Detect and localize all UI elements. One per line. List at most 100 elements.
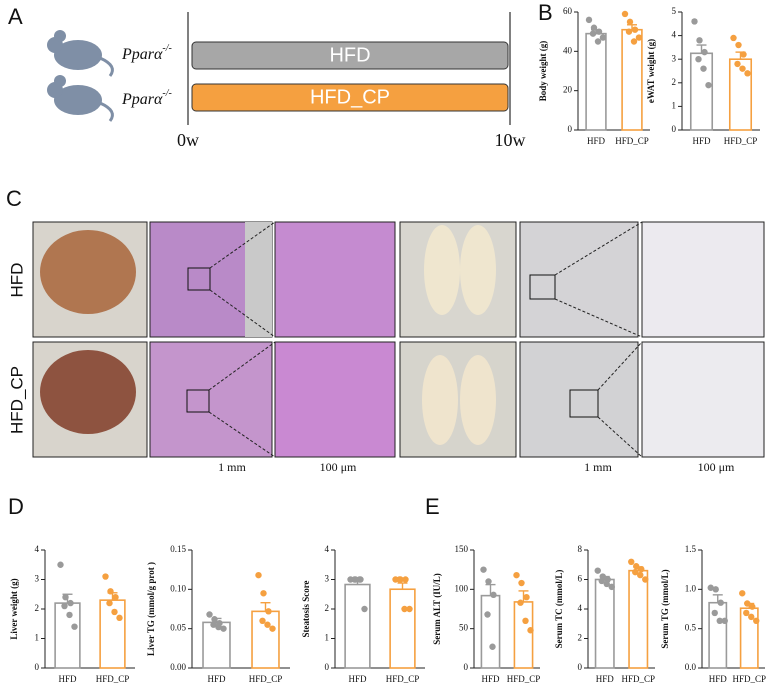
data-point <box>637 571 644 579</box>
y-tick-label: 8 <box>578 544 583 554</box>
y-axis-label: Steatosis Score <box>301 580 311 637</box>
data-point <box>106 599 113 607</box>
row-label: HFD <box>7 263 26 298</box>
y-tick-label: 100 <box>455 583 469 593</box>
y-tick-label: 0.0 <box>685 662 697 672</box>
data-point <box>485 578 492 585</box>
data-point <box>71 623 78 630</box>
x-tick-label: HFD_CP <box>621 674 655 684</box>
data-point <box>744 70 751 77</box>
data-point <box>743 609 750 617</box>
data-point <box>739 590 746 597</box>
data-point <box>102 573 109 580</box>
diet-label: HFD <box>329 44 370 66</box>
data-point <box>735 41 742 49</box>
y-tick-label: 150 <box>455 544 469 554</box>
mouse-icon <box>47 30 114 77</box>
y-tick-label: 1.5 <box>685 544 697 554</box>
y-axis-label: eWAT weight (g) <box>646 39 656 103</box>
y-tick-label: 40 <box>563 45 573 55</box>
panel-label: E <box>425 494 440 519</box>
data-point <box>630 38 638 45</box>
y-tick-label: 1 <box>35 633 40 643</box>
histology-grid <box>32 221 765 458</box>
data-point <box>112 594 119 601</box>
data-point <box>711 609 718 617</box>
genotype: Pparα-/- <box>121 88 172 107</box>
y-tick-label: 5 <box>672 6 677 16</box>
y-axis-label: Serum TC (mmol/L) <box>554 570 564 649</box>
data-point <box>621 10 629 18</box>
y-tick-label: 0 <box>672 124 677 134</box>
data-point <box>608 583 615 591</box>
x-tick-label: HFD <box>348 674 367 684</box>
data-point <box>484 611 491 618</box>
data-point <box>210 621 217 628</box>
x-tick-label: HFD <box>481 674 500 684</box>
data-point <box>523 594 530 601</box>
bar <box>585 32 607 131</box>
data-point <box>628 558 635 565</box>
bar <box>513 601 534 669</box>
data-point <box>590 24 598 31</box>
data-point <box>707 584 714 591</box>
y-tick-label: 2 <box>578 633 583 643</box>
data-point <box>721 617 728 624</box>
data-point <box>749 603 756 610</box>
data-point <box>740 51 747 58</box>
data-point <box>62 594 69 601</box>
data-point <box>632 568 639 576</box>
data-point <box>595 28 603 35</box>
data-point <box>206 611 213 618</box>
y-tick-label: 0.00 <box>170 662 186 672</box>
data-point <box>599 34 607 41</box>
y-tick-label: 0 <box>568 124 573 134</box>
data-point <box>260 590 267 597</box>
x-tick-label: HFD_CP <box>732 674 766 684</box>
data-point <box>116 614 123 622</box>
data-point <box>589 30 597 37</box>
panel-label: A <box>8 4 23 29</box>
data-point <box>356 576 363 583</box>
data-point <box>598 577 605 585</box>
data-point <box>696 37 703 44</box>
genotype-sup: -/- <box>162 88 171 99</box>
timeline-start-label: 0w <box>177 130 199 150</box>
data-point <box>107 588 114 595</box>
data-point <box>401 605 408 613</box>
data-point <box>264 621 271 628</box>
y-tick-label: 4 <box>35 544 40 554</box>
data-point <box>215 623 222 631</box>
bar <box>389 588 416 669</box>
x-tick-label: HFD <box>596 674 615 684</box>
data-point <box>730 34 737 42</box>
data-point <box>739 65 746 72</box>
y-tick-label: 1 <box>325 633 330 643</box>
bar <box>628 569 649 669</box>
row-label: HFD_CP <box>7 366 26 434</box>
y-tick-label: 2 <box>672 77 677 87</box>
y-tick-label: 1.0 <box>685 583 697 593</box>
x-tick-label: HFD <box>709 674 728 684</box>
data-point <box>513 571 520 579</box>
y-tick-label: 3 <box>35 574 40 584</box>
data-point <box>701 48 708 56</box>
data-point <box>406 605 413 613</box>
bar <box>344 583 371 669</box>
data-point <box>489 643 496 650</box>
data-point <box>517 599 524 606</box>
y-tick-label: 6 <box>578 574 583 584</box>
y-tick-label: 0.10 <box>170 583 186 593</box>
data-point <box>269 625 276 632</box>
x-tick-label: HFD <box>58 674 77 684</box>
diet-bar <box>191 41 509 70</box>
y-tick-label: 0.15 <box>170 544 186 554</box>
data-point <box>402 576 409 583</box>
y-tick-label: 2 <box>35 603 40 613</box>
data-point <box>633 563 640 570</box>
y-tick-label: 4 <box>325 544 330 554</box>
y-tick-label: 0 <box>578 662 583 672</box>
data-point <box>255 571 262 579</box>
data-point <box>744 600 751 607</box>
